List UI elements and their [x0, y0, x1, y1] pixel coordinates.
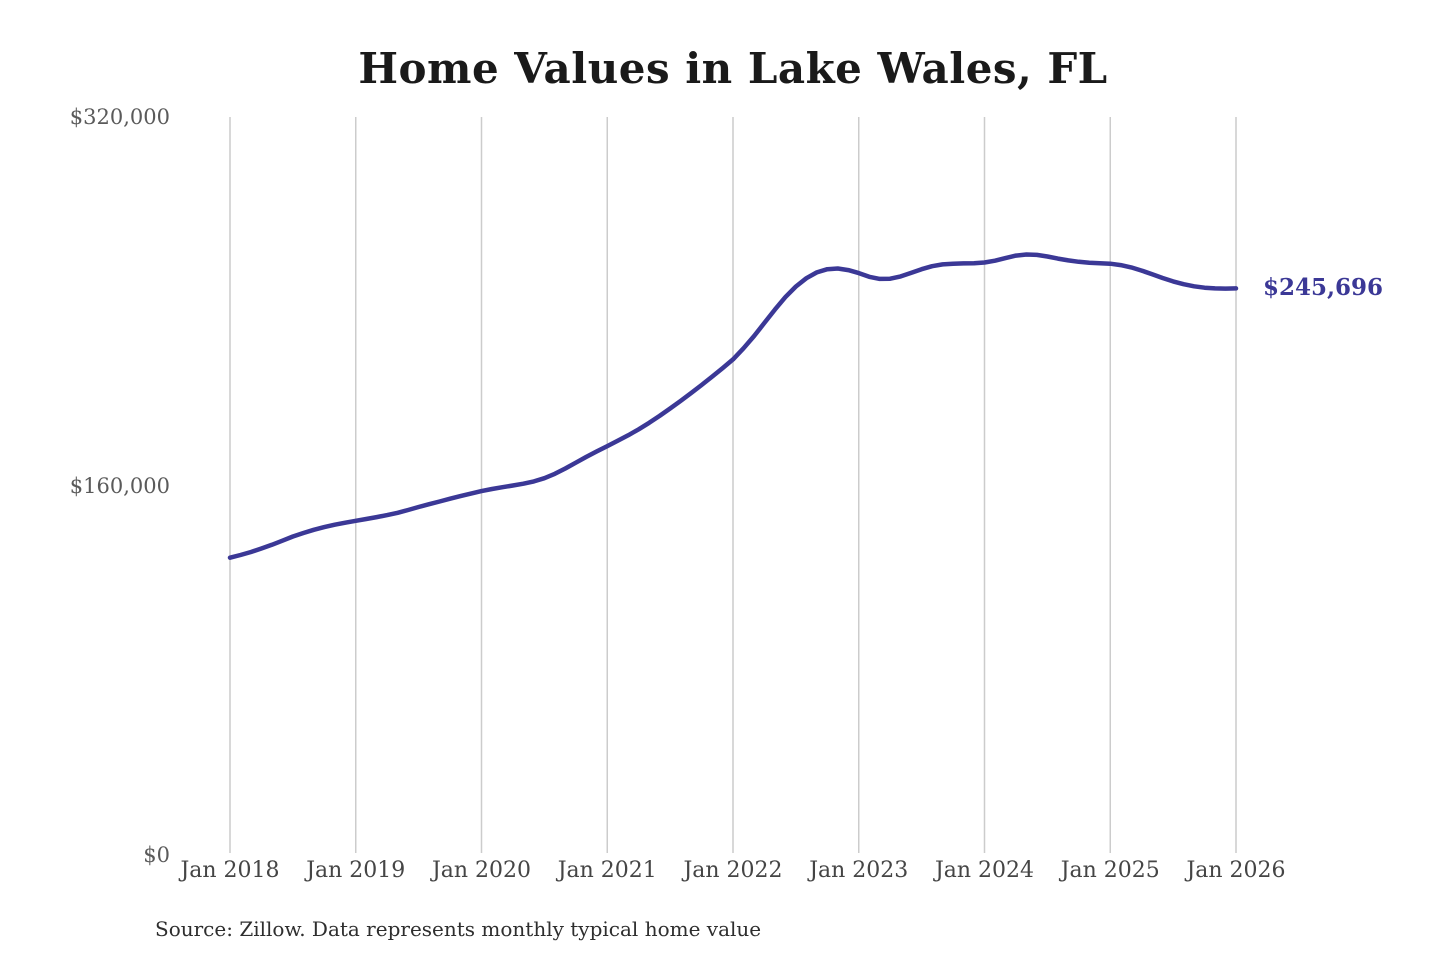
latest-value-label: $245,696: [1263, 274, 1384, 302]
x-axis-tick-label: Jan 2026: [1186, 858, 1286, 883]
x-axis-tick-label: Jan 2024: [934, 858, 1035, 883]
x-axis-tick-label: Jan 2023: [809, 858, 909, 883]
y-axis-tick-label: $0: [143, 843, 170, 867]
x-axis-tick-label: Jan 2020: [431, 858, 532, 883]
y-axis-tick-label: $160,000: [69, 474, 170, 498]
x-axis-tick-label: Jan 2022: [683, 858, 783, 883]
home-value-line: [227, 252, 1239, 560]
x-axis-tick-label: Jan 2025: [1060, 858, 1160, 883]
y-axis-tick-label: $320,000: [69, 105, 170, 129]
source-note: Source: Zillow. Data represents monthly …: [155, 917, 762, 941]
chart-title: Home Values in Lake Wales, FL: [358, 44, 1108, 93]
x-axis-tick-label: Jan 2021: [557, 858, 657, 883]
x-axis-tick-label: Jan 2018: [180, 858, 280, 883]
x-axis-tick-label: Jan 2019: [306, 858, 406, 883]
